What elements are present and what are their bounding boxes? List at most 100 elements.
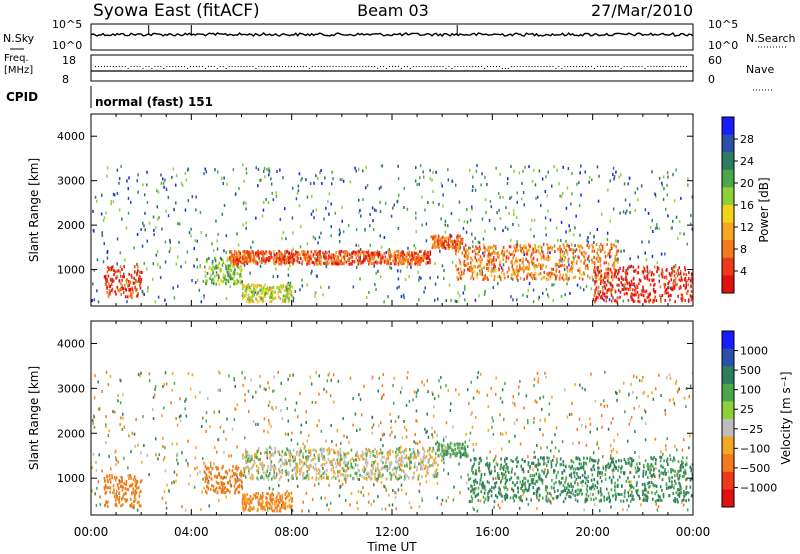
echo-cell xyxy=(353,477,355,481)
echo-cell xyxy=(346,464,348,468)
echo-cell xyxy=(228,258,231,262)
echo-cell xyxy=(645,289,648,293)
echo-cell xyxy=(378,251,381,255)
echo-cell xyxy=(212,484,215,488)
echo-cell xyxy=(522,493,524,497)
nave-dot xyxy=(291,66,292,67)
nave-dot xyxy=(546,66,548,67)
echo-cell xyxy=(349,376,352,380)
echo-cell xyxy=(445,239,447,243)
echo-cell xyxy=(278,453,281,457)
echo-cell xyxy=(356,250,359,254)
echo-cell xyxy=(287,273,290,277)
echo-cell xyxy=(583,261,585,265)
echo-cell xyxy=(299,392,301,396)
echo-cell xyxy=(555,267,558,271)
echo-cell xyxy=(611,285,614,288)
echo-cell xyxy=(565,273,567,277)
echo-cell xyxy=(230,261,232,265)
echo-cell xyxy=(684,276,687,280)
echo-cell xyxy=(162,385,164,389)
echo-cell xyxy=(133,506,135,510)
echo-cell xyxy=(314,456,316,460)
echo-cell xyxy=(438,379,440,383)
echo-cell xyxy=(522,270,525,274)
nave-dot xyxy=(190,66,191,67)
echo-cell xyxy=(554,446,557,450)
echo-cell xyxy=(381,384,384,388)
echo-cell xyxy=(633,293,635,297)
echo-cell xyxy=(106,166,109,170)
echo-cell xyxy=(252,240,254,244)
echo-cell xyxy=(651,254,654,258)
echo-cell xyxy=(512,395,514,399)
echo-cell xyxy=(385,260,388,263)
echo-cell xyxy=(530,255,532,259)
echo-cell xyxy=(523,253,525,257)
echo-cell xyxy=(217,262,220,266)
echo-cell xyxy=(162,436,164,440)
echo-cell xyxy=(601,212,603,216)
echo-cell xyxy=(275,257,278,261)
echo-cell xyxy=(522,191,525,194)
echo-cell xyxy=(345,260,348,264)
echo-cell xyxy=(606,290,608,294)
echo-cell xyxy=(276,274,279,278)
echo-cell xyxy=(283,300,285,303)
echo-cell xyxy=(600,269,602,273)
echo-cell xyxy=(146,183,148,187)
echo-cell xyxy=(476,376,479,379)
echo-cell xyxy=(300,225,302,229)
echo-cell xyxy=(374,459,377,463)
echo-cell xyxy=(140,228,142,231)
echo-cell xyxy=(518,506,521,510)
echo-cell xyxy=(432,236,435,240)
echo-cell xyxy=(291,285,294,289)
echo-cell xyxy=(250,295,253,299)
echo-cell xyxy=(609,282,612,286)
echo-cell xyxy=(618,175,620,179)
echo-cell xyxy=(155,453,157,457)
echo-cell xyxy=(579,269,581,273)
echo-cell xyxy=(623,182,626,186)
echo-cell xyxy=(390,266,393,270)
echo-cell xyxy=(588,175,591,179)
echo-cell xyxy=(423,383,425,387)
echo-cell xyxy=(388,493,390,497)
echo-cell xyxy=(138,491,141,495)
echo-cell xyxy=(624,198,627,202)
echo-cell xyxy=(193,264,195,268)
echo-cell xyxy=(471,411,473,415)
echo-cell xyxy=(343,434,345,438)
echo-cell xyxy=(326,379,329,383)
echo-cell xyxy=(391,254,393,258)
echo-cell xyxy=(527,503,530,506)
echo-cell xyxy=(425,239,428,243)
echo-cell xyxy=(440,459,443,463)
echo-cell xyxy=(672,288,675,292)
echo-cell xyxy=(455,300,458,303)
echo-cell xyxy=(319,475,321,479)
echo-cell xyxy=(332,262,335,266)
echo-cell xyxy=(375,288,377,291)
echo-cell xyxy=(551,184,553,188)
nave-dot xyxy=(270,66,272,67)
echo-cell xyxy=(125,279,128,283)
echo-cell xyxy=(111,474,113,478)
echo-cell xyxy=(501,432,504,436)
echo-cell xyxy=(402,257,405,261)
echo-cell xyxy=(388,262,390,266)
echo-cell xyxy=(232,464,234,468)
echo-cell xyxy=(642,270,644,274)
echo-cell xyxy=(298,260,301,264)
echo-cell xyxy=(341,178,343,182)
echo-cell xyxy=(276,494,278,498)
echo-cell xyxy=(548,257,550,261)
echo-cell xyxy=(121,476,123,480)
echo-cell xyxy=(400,460,402,464)
echo-cell xyxy=(266,167,268,171)
echo-cell xyxy=(395,460,397,464)
echo-cell xyxy=(541,249,543,253)
echo-cell xyxy=(209,277,211,280)
echo-cell xyxy=(288,252,290,255)
